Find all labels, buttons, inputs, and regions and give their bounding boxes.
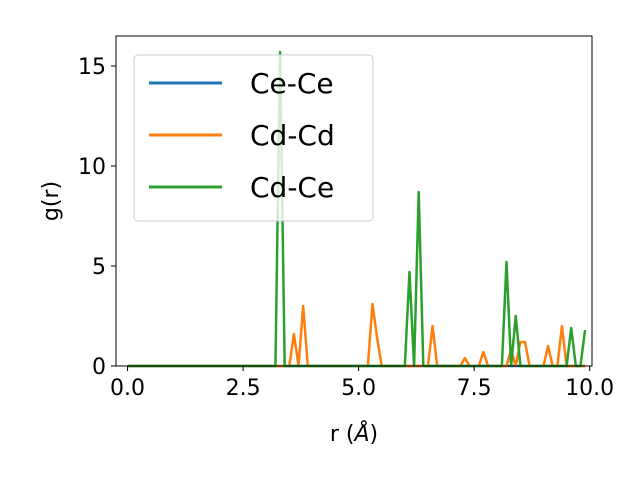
y-tick-label: 15 <box>78 55 106 80</box>
y-tick-label: 10 <box>78 155 106 180</box>
x-axis-label-main: r ( <box>330 422 355 447</box>
ticks-layer: 0.0 2.5 5.0 7.5 10.0 0 5 10 15 <box>78 55 614 401</box>
legend-box <box>133 54 374 222</box>
x-tick-label: 7.5 <box>457 376 492 401</box>
legend-label-cd-ce: Cd-Ce <box>250 171 334 204</box>
legend: Ce-Ce Cd-Cd Cd-Ce <box>133 54 374 222</box>
legend-label-ce-ce: Ce-Ce <box>250 67 334 100</box>
y-tick-label: 5 <box>92 255 106 280</box>
x-tick-label: 0.0 <box>110 376 145 401</box>
x-tick-label: 10.0 <box>565 376 614 401</box>
x-axis-label: r (Å) <box>330 420 378 447</box>
x-axis-label-close: ) <box>370 422 379 447</box>
x-tick-label: 2.5 <box>226 376 261 401</box>
y-tick-label: 0 <box>92 355 106 380</box>
plot-frame <box>115 35 593 367</box>
x-axis-label-unit: Å <box>352 420 369 447</box>
y-axis-label: g(r) <box>39 181 64 221</box>
legend-label-cd-cd: Cd-Cd <box>250 119 335 152</box>
x-tick-label: 5.0 <box>341 376 376 401</box>
